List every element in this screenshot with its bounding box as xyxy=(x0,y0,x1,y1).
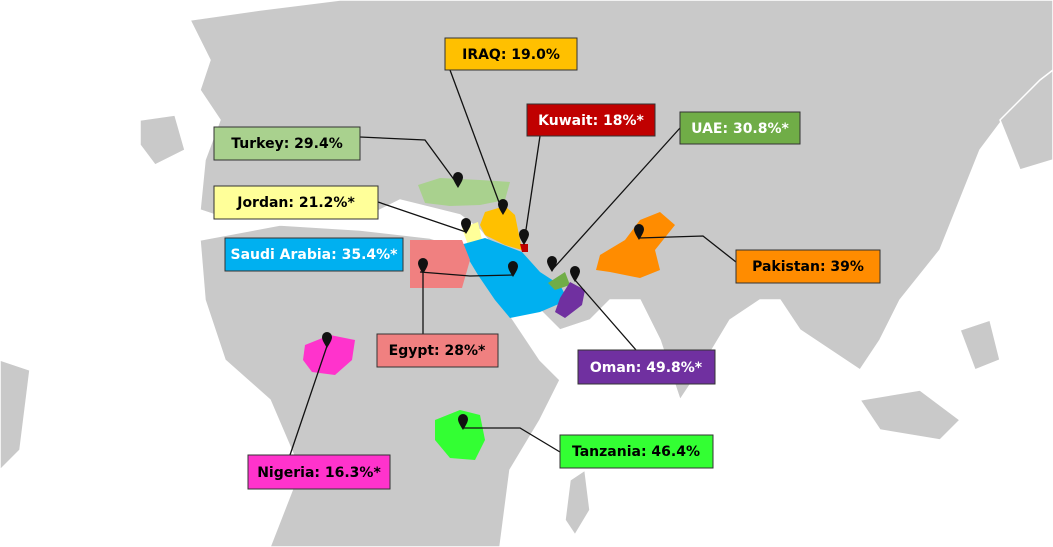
egypt xyxy=(410,240,470,288)
labels: IRAQ: 19.0% Kuwait: 18%* UAE: 30.8%* Tur… xyxy=(213,37,881,490)
label: Turkey: 29.4% xyxy=(213,126,361,161)
label: Jordan: 21.2%* xyxy=(213,185,379,220)
label-text: Turkey: 29.4% xyxy=(231,136,342,152)
label-text: UAE: 30.8%* xyxy=(691,121,789,137)
label-text: Nigeria: 16.3%* xyxy=(257,465,381,481)
leader-lines xyxy=(289,69,737,456)
pakistan xyxy=(596,212,675,278)
label-text: Saudi Arabia: 35.4%* xyxy=(230,247,398,263)
uae xyxy=(548,272,570,290)
label: Saudi Arabia: 35.4%* xyxy=(224,237,404,272)
highlighted-countries xyxy=(303,178,675,460)
tanzania xyxy=(435,410,485,460)
label-text: Oman: 49.8%* xyxy=(590,360,703,376)
label-text: IRAQ: 19.0% xyxy=(462,47,560,63)
label-text: Pakistan: 39% xyxy=(752,259,864,275)
label: Tanzania: 46.4% xyxy=(559,434,714,469)
label-text: Kuwait: 18%* xyxy=(538,113,644,129)
label: IRAQ: 19.0% xyxy=(444,37,578,71)
label-text: Tanzania: 46.4% xyxy=(572,444,700,460)
label-text: Jordan: 21.2%* xyxy=(236,195,355,211)
label: Egypt: 28%* xyxy=(376,333,499,368)
nigeria xyxy=(303,335,355,375)
label: Oman: 49.8%* xyxy=(577,349,716,385)
label: UAE: 30.8%* xyxy=(679,111,801,145)
label: Kuwait: 18%* xyxy=(526,103,656,137)
oman xyxy=(555,282,585,318)
kuwait xyxy=(520,244,528,252)
iraq xyxy=(480,206,522,250)
turkey xyxy=(418,178,510,206)
label: Pakistan: 39% xyxy=(735,249,881,284)
label-text: Egypt: 28%* xyxy=(389,343,486,359)
label: Nigeria: 16.3%* xyxy=(247,454,391,490)
saudi-arabia xyxy=(460,238,568,318)
